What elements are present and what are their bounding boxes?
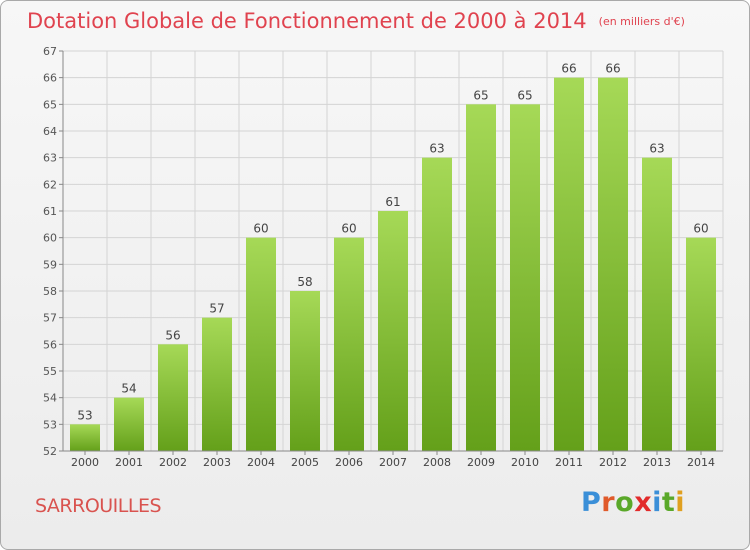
y-tick-label: 61 (43, 205, 57, 218)
y-tick-label: 64 (43, 125, 57, 138)
y-tick-label: 67 (43, 45, 57, 58)
y-tick-label: 58 (43, 285, 57, 298)
data-label: 53 (77, 408, 92, 422)
x-tick-label: 2000 (71, 456, 99, 469)
bar (202, 317, 232, 451)
y-tick-label: 55 (43, 365, 57, 378)
x-tick-label: 2006 (335, 456, 363, 469)
bar (598, 77, 628, 452)
bar (686, 237, 716, 451)
data-label: 65 (517, 88, 532, 102)
data-label: 63 (429, 142, 444, 156)
logo-letter: P (581, 487, 602, 518)
y-tick-label: 63 (43, 152, 57, 165)
data-label: 60 (693, 222, 708, 236)
x-tick-label: 2014 (687, 456, 715, 469)
logo-letter: i (652, 487, 662, 518)
x-tick-label: 2013 (643, 456, 671, 469)
data-label: 65 (473, 88, 488, 102)
x-tick-label: 2011 (555, 456, 583, 469)
x-tick-label: 2009 (467, 456, 495, 469)
y-tick-label: 57 (43, 312, 57, 325)
bar (642, 157, 672, 451)
data-label: 60 (253, 222, 268, 236)
x-tick-label: 2010 (511, 456, 539, 469)
bar (246, 237, 276, 451)
x-tick-label: 2004 (247, 456, 275, 469)
chart-title-text: Dotation Globale de Fonctionnement de 20… (27, 9, 587, 33)
y-tick-label: 60 (43, 232, 57, 245)
bar (554, 77, 584, 452)
bar (334, 237, 364, 451)
y-tick-label: 59 (43, 258, 57, 271)
x-tick-label: 2002 (159, 456, 187, 469)
logo-letter: r (601, 487, 616, 518)
chart-title: Dotation Globale de Fonctionnement de 20… (27, 9, 685, 33)
x-tick-label: 2008 (423, 456, 451, 469)
x-tick-label: 2005 (291, 456, 319, 469)
x-tick-label: 2001 (115, 456, 143, 469)
proxiti-logo: Proxiti (581, 487, 685, 518)
bars (70, 77, 716, 452)
logo-letter: t (661, 487, 676, 518)
commune-name: SARROUILLES (35, 495, 162, 517)
axes: 52 53 54 55 56 57 58 59 60 61 62 63 64 65 66 67 2000 2001… (43, 45, 723, 469)
data-label: 54 (121, 382, 136, 396)
y-tick-label: 65 (43, 98, 57, 111)
logo-letter: x (634, 487, 653, 518)
data-label: 57 (209, 302, 224, 316)
x-tick-label: 2012 (599, 456, 627, 469)
y-tick-label: 66 (43, 72, 57, 85)
logo-letter: i (675, 487, 686, 518)
data-labels: 53 54 56 57 60 58 60 61 63 65 65 66 66 63 60 (77, 62, 708, 423)
y-tick-label: 56 (43, 338, 57, 351)
bar (378, 211, 408, 451)
bar (158, 344, 188, 451)
data-label: 63 (649, 142, 664, 156)
bar (290, 291, 320, 451)
x-tick-label: 2007 (379, 456, 407, 469)
chart-unit: (en milliers d'€) (598, 15, 685, 28)
y-tick-label: 54 (43, 392, 57, 405)
y-tick-label: 62 (43, 178, 57, 191)
y-tick-label: 53 (43, 418, 57, 431)
logo-letter: o (615, 487, 635, 518)
x-tick-label: 2003 (203, 456, 231, 469)
data-label: 56 (165, 328, 180, 342)
data-label: 58 (297, 275, 312, 289)
data-label: 61 (385, 195, 400, 209)
y-tick-label: 52 (43, 445, 57, 458)
bar (422, 157, 452, 451)
bar (70, 424, 100, 451)
data-label: 66 (605, 62, 620, 76)
bar (466, 104, 496, 451)
bar (114, 397, 144, 451)
data-label: 60 (341, 222, 356, 236)
bar (510, 104, 540, 451)
data-label: 66 (561, 62, 576, 76)
